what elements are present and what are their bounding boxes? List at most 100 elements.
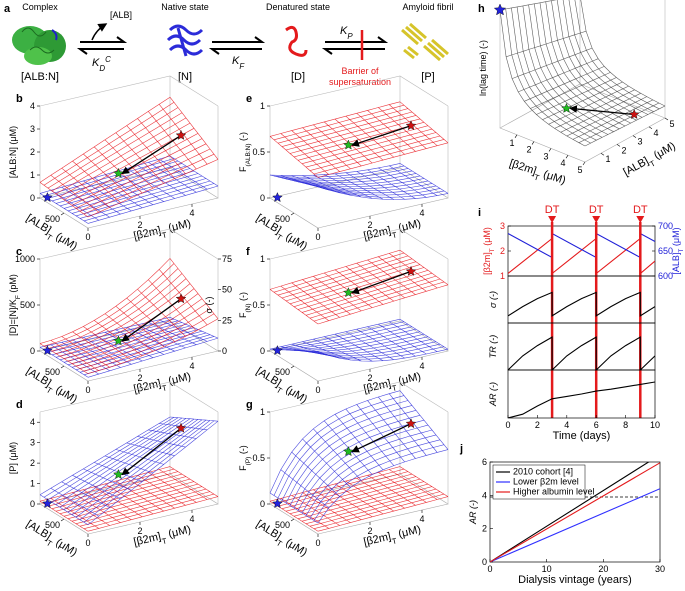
star bbox=[113, 167, 124, 178]
label-part: (μM) bbox=[164, 524, 192, 542]
label-part: T bbox=[45, 385, 54, 395]
arrow bbox=[208, 48, 262, 55]
series-line bbox=[490, 462, 660, 562]
y-axis-label: [β2m]T (μM) bbox=[482, 227, 496, 275]
z-axis-label: F(ALB:N) (-) bbox=[238, 132, 252, 172]
star bbox=[405, 120, 417, 131]
x-tick-label: 2 bbox=[367, 526, 372, 536]
label-part: T bbox=[391, 536, 398, 546]
star bbox=[42, 498, 53, 509]
label-part: C bbox=[105, 55, 111, 64]
surface-line bbox=[169, 155, 219, 187]
label-part: (μM) bbox=[51, 382, 79, 406]
surface-line bbox=[499, 9, 586, 147]
label-part: (μM) bbox=[394, 371, 422, 389]
surface-line bbox=[51, 417, 183, 503]
x-tick-label: 3 bbox=[543, 151, 548, 161]
label-part: T bbox=[275, 385, 284, 395]
label-part: (μM) bbox=[539, 167, 567, 186]
arrow bbox=[91, 23, 108, 41]
z-axis-label: F(N) (-) bbox=[238, 292, 252, 318]
y-tick-label: 3 bbox=[637, 137, 642, 147]
tick-mark bbox=[648, 126, 653, 130]
plot-frame bbox=[507, 275, 656, 324]
surface-line bbox=[148, 472, 197, 503]
label: supersaturation bbox=[329, 77, 391, 87]
surface-line bbox=[273, 395, 405, 496]
x-tick-label: 0 bbox=[315, 538, 320, 548]
arrow bbox=[121, 427, 182, 476]
tick-mark bbox=[632, 135, 637, 138]
label-part: P bbox=[347, 32, 353, 41]
x-tick-label: 2 bbox=[535, 420, 540, 430]
surface-line bbox=[273, 321, 405, 350]
surface-line bbox=[269, 318, 401, 350]
x-tick-label: 30 bbox=[655, 564, 665, 574]
z2-tick-label: 75 bbox=[222, 254, 232, 264]
plot-frame bbox=[507, 225, 656, 277]
schematic: a Complex [ALB:N] [ALB] KDC Native state… bbox=[4, 2, 454, 87]
surface-line bbox=[39, 466, 171, 502]
arrow bbox=[321, 48, 385, 55]
label-part: T bbox=[275, 538, 284, 548]
label-part: T bbox=[489, 248, 496, 252]
surface-line bbox=[560, 93, 641, 133]
surface-line bbox=[580, 0, 666, 107]
label-part: (μM) bbox=[281, 382, 309, 406]
surface-line bbox=[169, 97, 219, 160]
y-tick-label: 500 bbox=[275, 520, 290, 530]
arrow bbox=[569, 105, 635, 116]
y-axis-label: AR (-) bbox=[488, 382, 498, 407]
label-part: F bbox=[238, 465, 248, 471]
label-part: [ALB] bbox=[621, 155, 650, 179]
series-line bbox=[490, 488, 660, 562]
star bbox=[493, 3, 507, 16]
x-tick-label: 2 bbox=[137, 373, 142, 383]
wall-edge bbox=[269, 228, 449, 260]
star bbox=[175, 129, 187, 140]
label-part: (-) bbox=[238, 445, 248, 457]
z-tick-label: 1 bbox=[260, 101, 265, 111]
panel-letter: j bbox=[459, 443, 463, 455]
label-part: T bbox=[45, 232, 54, 242]
tick-mark bbox=[600, 152, 605, 156]
x-tick-label: 5 bbox=[577, 165, 582, 175]
label-part: (μM) bbox=[164, 371, 192, 389]
label-part: (μM) bbox=[281, 535, 309, 559]
arrow bbox=[351, 423, 412, 453]
surface-line bbox=[169, 258, 219, 319]
y-tick-label: 6 bbox=[482, 457, 487, 467]
z-axis-label: ln(lag time) (-) bbox=[478, 40, 488, 96]
label-part: F bbox=[238, 312, 248, 318]
z-tick-label: 2 bbox=[30, 147, 35, 157]
tick-mark bbox=[565, 155, 569, 159]
label-part: T bbox=[648, 158, 657, 168]
star bbox=[405, 418, 417, 429]
x-tick-label: 6 bbox=[594, 420, 599, 430]
surface-line bbox=[399, 101, 449, 144]
panel-letter: b bbox=[16, 93, 23, 105]
x-tick-label: 0 bbox=[85, 538, 90, 548]
star bbox=[343, 287, 354, 298]
x-tick-label: 0 bbox=[487, 564, 492, 574]
label-part: F bbox=[238, 166, 248, 172]
surface-line bbox=[159, 158, 208, 190]
arrow bbox=[351, 270, 412, 295]
y-tick-label: 5 bbox=[669, 119, 674, 129]
label-part: (P) bbox=[245, 457, 252, 466]
z-tick-label: 0 bbox=[30, 346, 35, 356]
surface-line bbox=[59, 418, 191, 508]
label: KP bbox=[340, 25, 353, 41]
arrow bbox=[80, 36, 128, 43]
label-part: K bbox=[232, 55, 240, 67]
x-axis-label: Time (days) bbox=[553, 430, 611, 442]
label-part: K bbox=[92, 57, 100, 69]
star bbox=[405, 265, 417, 276]
surface-line bbox=[169, 416, 219, 422]
tick-mark bbox=[290, 518, 295, 522]
y-tick-label: 500 bbox=[45, 214, 60, 224]
label-part: (N) bbox=[245, 304, 252, 313]
y2-tick-label: 600 bbox=[658, 271, 673, 281]
wall-edge bbox=[39, 228, 219, 260]
label-part: T bbox=[45, 538, 54, 548]
